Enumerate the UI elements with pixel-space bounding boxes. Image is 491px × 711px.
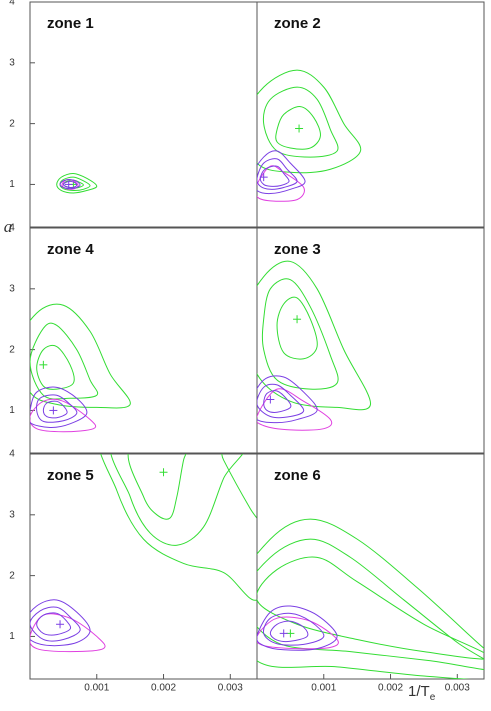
- contour: [261, 278, 339, 390]
- x-tick-label: 0.001: [311, 683, 336, 694]
- y-tick-label: 2: [9, 570, 15, 581]
- contour: [257, 165, 305, 202]
- contour: [127, 454, 187, 520]
- contour: [257, 518, 484, 679]
- contour: [257, 556, 484, 660]
- y-axis-label: a: [4, 217, 13, 236]
- x-tick-label: 0.003: [445, 683, 470, 694]
- contour: [262, 612, 325, 646]
- panel-title: zone 4: [47, 241, 94, 258]
- panel-frame: [29, 1, 258, 228]
- contour: [257, 69, 362, 174]
- contour: [59, 176, 91, 192]
- best-fit-cross: [56, 620, 65, 629]
- best-fit-cross: [159, 468, 168, 477]
- y-tick-label: 1: [9, 631, 15, 642]
- panel-title: zone 2: [274, 15, 321, 32]
- panel-title: zone 3: [274, 241, 321, 258]
- contour: [257, 388, 333, 431]
- contour: [30, 398, 97, 433]
- contour: [259, 165, 290, 187]
- x-tick-label: 0.001: [84, 683, 109, 694]
- plot-area: [257, 260, 372, 431]
- contour: [30, 322, 99, 400]
- contour: [36, 612, 72, 636]
- panel-title: zone 1: [47, 15, 94, 32]
- contour: [56, 172, 98, 194]
- contour: [59, 179, 81, 190]
- contour: [62, 180, 78, 188]
- contour: [263, 390, 292, 413]
- contour: [30, 599, 91, 647]
- best-fit-cross: [295, 124, 304, 133]
- panel-title: zone 6: [274, 467, 321, 484]
- y-tick-label: 3: [9, 509, 15, 520]
- contour: [110, 454, 244, 546]
- best-fit-cross: [279, 629, 288, 638]
- contour: [30, 613, 106, 653]
- best-fit-cross: [64, 180, 73, 189]
- y-tick-label: 3: [9, 283, 15, 294]
- contour: [30, 386, 88, 428]
- contour: [257, 383, 305, 419]
- contour: [30, 303, 131, 409]
- panel-title: zone 5: [47, 467, 94, 484]
- contour: [257, 538, 484, 671]
- x-axis-label-main: 1/T: [408, 683, 430, 700]
- panel-frame: [256, 453, 485, 680]
- panel-frame: [29, 227, 258, 454]
- y-tick-label: 1: [9, 405, 15, 416]
- x-tick-label: 0.002: [378, 683, 403, 694]
- contour: [36, 344, 75, 390]
- contour: [257, 150, 306, 195]
- contour: [30, 606, 81, 642]
- plot-area: [56, 172, 98, 194]
- contour: [269, 620, 309, 643]
- best-fit-cross: [259, 173, 268, 182]
- contour: [257, 158, 298, 190]
- x-axis-label-sub: e: [430, 692, 436, 703]
- contour: [262, 86, 339, 158]
- best-fit-cross: [286, 629, 295, 638]
- x-axis-label: 1/Te: [408, 683, 436, 703]
- y-tick-label: 4: [9, 223, 15, 234]
- plot-area: [30, 454, 257, 653]
- plot-area: [30, 303, 131, 433]
- panel-frame: [256, 1, 485, 228]
- best-fit-cross: [39, 360, 48, 369]
- contour: [257, 605, 338, 651]
- panel-frame: [256, 227, 485, 454]
- contour: [42, 400, 68, 419]
- y-tick-label: 2: [9, 344, 15, 355]
- contour: [35, 394, 78, 423]
- plot-area: [257, 518, 484, 679]
- best-fit-cross: [49, 406, 58, 415]
- contour: [257, 375, 318, 424]
- x-tick-label: 0.003: [218, 683, 243, 694]
- x-tick-label: 0.002: [151, 683, 176, 694]
- best-fit-cross: [266, 395, 275, 404]
- contour: [276, 296, 318, 360]
- y-tick-label: 4: [9, 0, 15, 8]
- best-fit-cross: [293, 315, 302, 324]
- y-tick-label: 2: [9, 118, 15, 129]
- contour: [275, 106, 321, 150]
- contour: [100, 454, 257, 601]
- y-tick-label: 4: [9, 449, 15, 460]
- plot-area: [257, 69, 362, 202]
- y-tick-label: 1: [9, 179, 15, 190]
- y-tick-label: 3: [9, 57, 15, 68]
